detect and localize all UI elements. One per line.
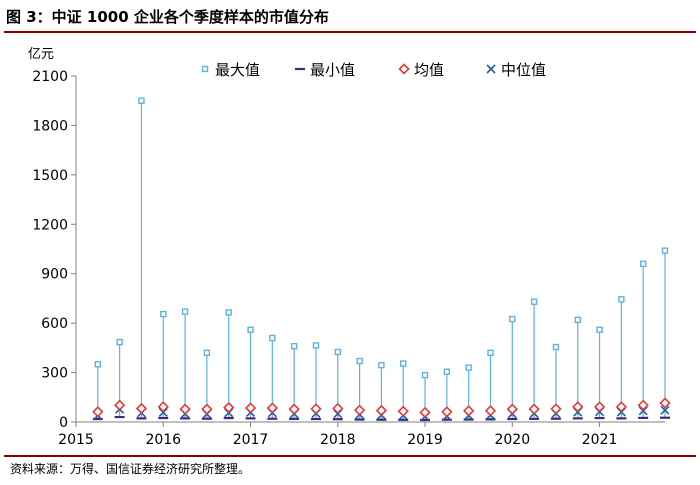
max-point — [443, 368, 451, 375]
legend-min-item: 最小值 — [295, 61, 355, 79]
y-tick-label: 0 — [59, 415, 68, 431]
max-point — [356, 357, 363, 365]
y-tick-label: 2100 — [32, 69, 68, 85]
max-point — [312, 342, 320, 349]
max-point — [225, 309, 232, 316]
y-tick-label: 900 — [41, 267, 68, 283]
mean-point — [353, 404, 366, 416]
y-tick-label: 1800 — [32, 118, 68, 134]
range-lines — [97, 100, 666, 421]
footer-rule — [4, 455, 696, 457]
x-tick-label: 2017 — [233, 432, 269, 448]
mean-point — [157, 401, 169, 413]
x-tick-label: 2019 — [407, 432, 443, 448]
max-point — [618, 296, 625, 303]
max-point — [116, 338, 123, 346]
max-point — [181, 308, 189, 315]
max-point — [290, 343, 298, 350]
mean-point — [637, 399, 649, 411]
chart-axes: 0 300 600 900 1200 1500 1800 2100 2015 2016 2017 20… — [32, 69, 665, 448]
max-point — [378, 361, 385, 369]
chart-legend: 最大值 最小值 均值 中位值 — [201, 61, 546, 79]
x-tick-label: 2018 — [320, 432, 356, 448]
mean-point — [593, 401, 606, 413]
mean-point — [135, 402, 148, 415]
max-point — [247, 326, 254, 333]
data-marks — [92, 97, 671, 422]
mean-point — [288, 403, 300, 415]
x-tick-label: 2021 — [582, 432, 618, 448]
max-point — [596, 326, 603, 333]
x-tick-label: 2015 — [58, 432, 94, 448]
legend-mean-label: 均值 — [414, 61, 444, 79]
legend-mean-item: 均值 — [398, 61, 444, 79]
y-tick-label: 600 — [41, 316, 68, 332]
mean-point — [375, 404, 388, 417]
max-point — [94, 361, 102, 368]
y-tick-label: 1200 — [32, 217, 68, 233]
mean-point — [266, 402, 278, 414]
x-tick-label: 2020 — [494, 432, 530, 448]
y-tick-label: 300 — [41, 366, 68, 382]
legend-median-marker — [486, 64, 496, 74]
mean-point — [419, 406, 431, 419]
legend-median-item: 中位值 — [486, 61, 546, 79]
mean-point — [113, 399, 126, 411]
max-point — [400, 360, 407, 367]
max-point — [661, 247, 669, 254]
mean-point — [223, 401, 235, 414]
mean-point — [441, 406, 453, 418]
mean-point — [463, 405, 475, 417]
mean-point — [310, 403, 322, 415]
mean-point — [615, 401, 628, 413]
mean-point — [550, 403, 562, 415]
mean-point — [92, 406, 104, 418]
max-point — [269, 334, 276, 342]
max-point — [138, 97, 145, 104]
figure-title: 图 3：中证 1000 企业各个季度样本的市值分布 — [6, 8, 329, 26]
mean-point — [659, 397, 671, 409]
median-point — [660, 405, 670, 415]
max-point — [552, 343, 560, 351]
max-point — [465, 364, 472, 371]
x-tick-label: 2016 — [145, 432, 181, 448]
max-point — [574, 316, 581, 324]
legend-max-item: 最大值 — [201, 61, 260, 79]
max-point — [487, 349, 494, 356]
mean-point — [572, 401, 584, 413]
legend-max-label: 最大值 — [215, 61, 260, 79]
title-rule — [4, 31, 696, 33]
y-tick-label: 1500 — [32, 168, 68, 184]
mean-point — [484, 405, 497, 417]
source-note: 资料来源：万得、国信证券经济研究所整理。 — [10, 462, 251, 476]
mean-point — [528, 403, 540, 415]
max-point — [203, 349, 211, 356]
legend-median-label: 中位值 — [501, 61, 546, 79]
mean-point — [397, 405, 409, 417]
mean-point — [179, 403, 191, 415]
mean-point — [244, 402, 257, 414]
mean-point — [506, 403, 518, 415]
mean-point — [201, 403, 213, 415]
max-point — [530, 298, 538, 305]
max-point — [421, 371, 429, 379]
legend-min-label: 最小值 — [310, 61, 355, 79]
legend-max-marker — [201, 65, 209, 73]
max-point — [639, 260, 647, 268]
legend-mean-marker — [398, 63, 410, 75]
max-point — [160, 310, 167, 318]
y-axis-unit-label: 亿元 — [28, 47, 54, 62]
max-point — [509, 315, 516, 323]
max-point — [334, 348, 341, 356]
mean-point — [332, 402, 344, 415]
